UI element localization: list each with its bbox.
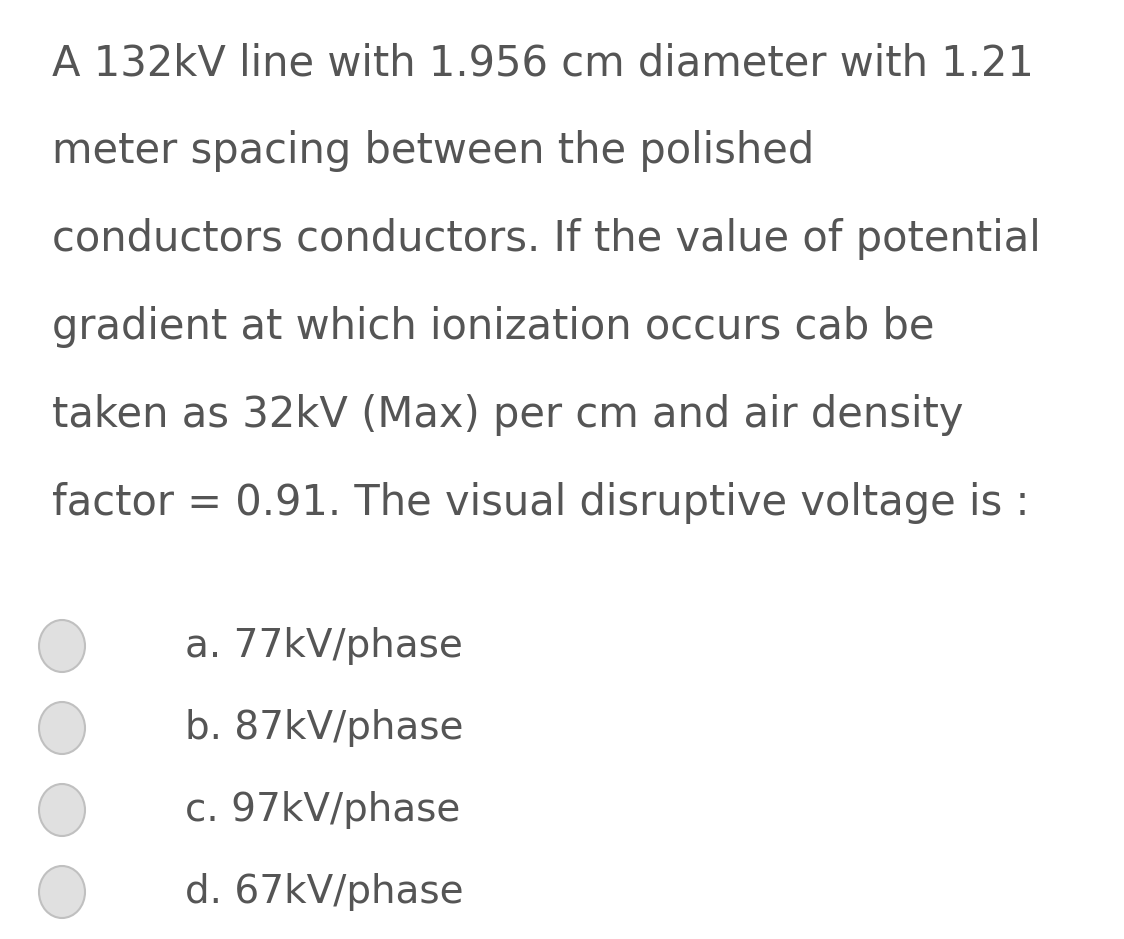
Text: d. 67kV/phase: d. 67kV/phase (185, 873, 463, 911)
Text: a. 77kV/phase: a. 77kV/phase (185, 627, 463, 665)
Text: gradient at which ionization occurs cab be: gradient at which ionization occurs cab … (52, 306, 934, 348)
Text: meter spacing between the polished: meter spacing between the polished (52, 130, 814, 172)
Text: taken as 32kV (Max) per cm and air density: taken as 32kV (Max) per cm and air densi… (52, 394, 963, 436)
Ellipse shape (39, 866, 85, 918)
Ellipse shape (39, 702, 85, 754)
Ellipse shape (39, 620, 85, 672)
Text: A 132kV line with 1.956 cm diameter with 1.21: A 132kV line with 1.956 cm diameter with… (52, 42, 1034, 84)
Text: b. 87kV/phase: b. 87kV/phase (185, 709, 463, 747)
Ellipse shape (39, 784, 85, 836)
Text: factor = 0.91. The visual disruptive voltage is :: factor = 0.91. The visual disruptive vol… (52, 482, 1030, 524)
Text: c. 97kV/phase: c. 97kV/phase (185, 791, 461, 829)
Text: conductors conductors. If the value of potential: conductors conductors. If the value of p… (52, 218, 1041, 260)
